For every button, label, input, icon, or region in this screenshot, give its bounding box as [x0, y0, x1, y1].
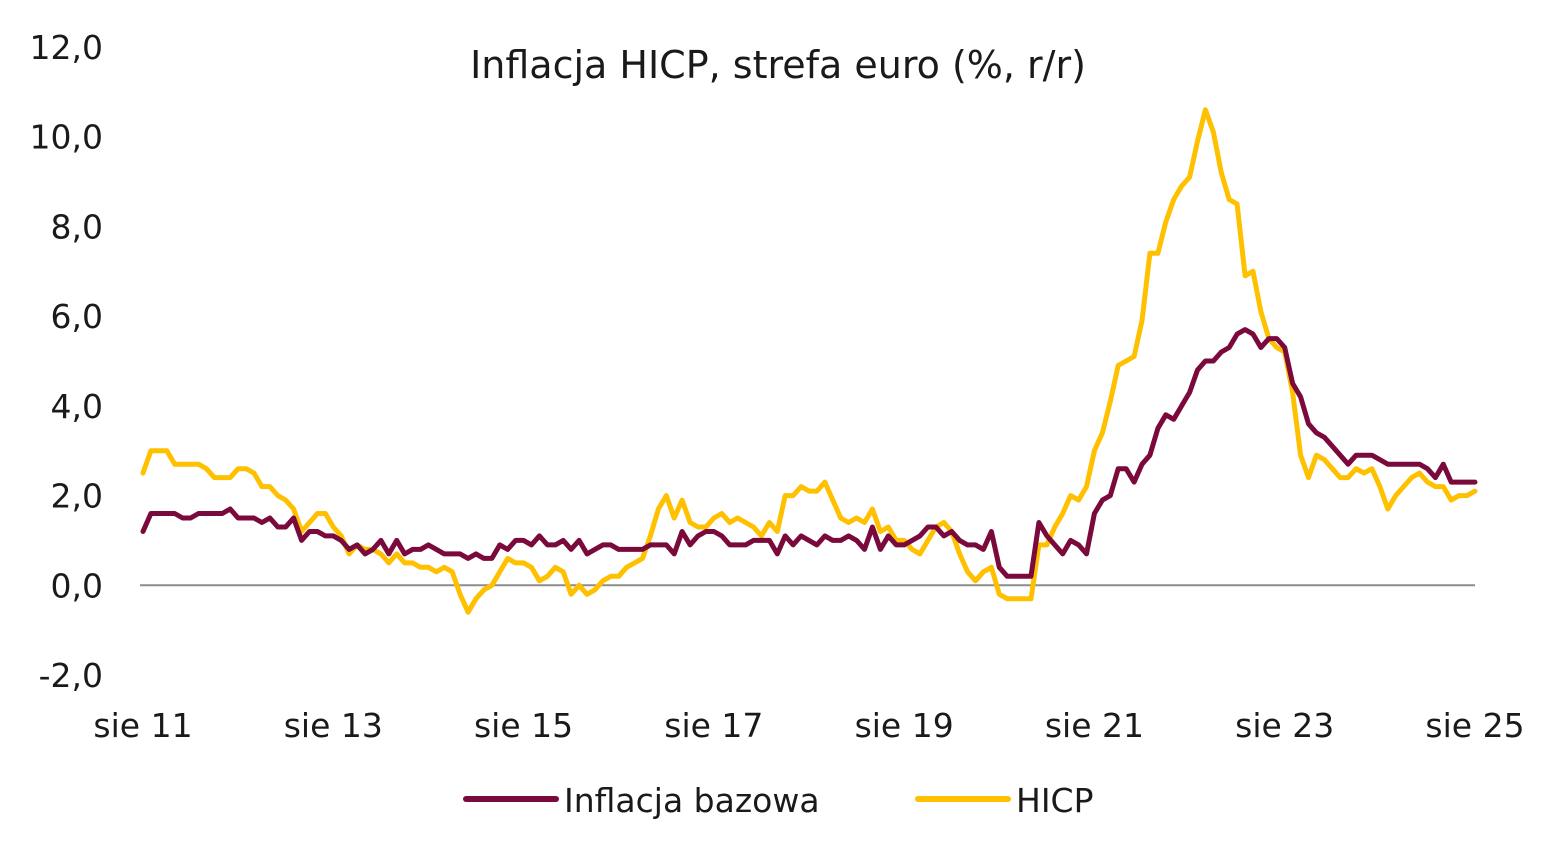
legend-label-core-inflation: Inflacja bazowa	[564, 781, 820, 820]
series-line-hicp	[140, 107, 1478, 615]
legend-item-hicp: HICP	[915, 781, 1094, 820]
x-tick-label: sie 17	[664, 706, 763, 745]
y-axis-ticks: 12,0 10,0 8,0 6,0 4,0 2,0 0,0 -2,0	[30, 28, 103, 695]
legend-label-hicp: HICP	[1016, 781, 1094, 820]
y-tick-label: 2,0	[51, 477, 103, 516]
y-tick-label: 6,0	[51, 297, 103, 336]
x-axis-ticks: sie 11 sie 13 sie 15 sie 17 sie 19 sie 21 sie …	[93, 706, 1524, 745]
y-tick-label: 4,0	[51, 387, 103, 426]
x-tick-label: sie 19	[855, 706, 954, 745]
legend-item-core-inflation: Inflacja bazowa	[463, 781, 820, 820]
x-tick-label: sie 13	[284, 706, 383, 745]
legend: Inflacja bazowa HICP	[463, 781, 1094, 820]
y-tick-label: -2,0	[39, 656, 103, 695]
x-tick-label: sie 11	[93, 706, 192, 745]
x-tick-label: sie 21	[1045, 706, 1144, 745]
series-line-core-inflation	[140, 327, 1478, 579]
chart-title: Inflacja HICP, strefa euro (%, r/r)	[470, 43, 1086, 87]
x-tick-label: sie 15	[474, 706, 573, 745]
y-tick-label: 10,0	[30, 118, 103, 157]
y-tick-label: 0,0	[51, 566, 103, 605]
x-tick-label: sie 23	[1235, 706, 1334, 745]
x-tick-label: sie 25	[1425, 706, 1524, 745]
y-tick-label: 8,0	[51, 207, 103, 246]
y-tick-label: 12,0	[30, 28, 103, 67]
series-layer	[140, 107, 1478, 615]
